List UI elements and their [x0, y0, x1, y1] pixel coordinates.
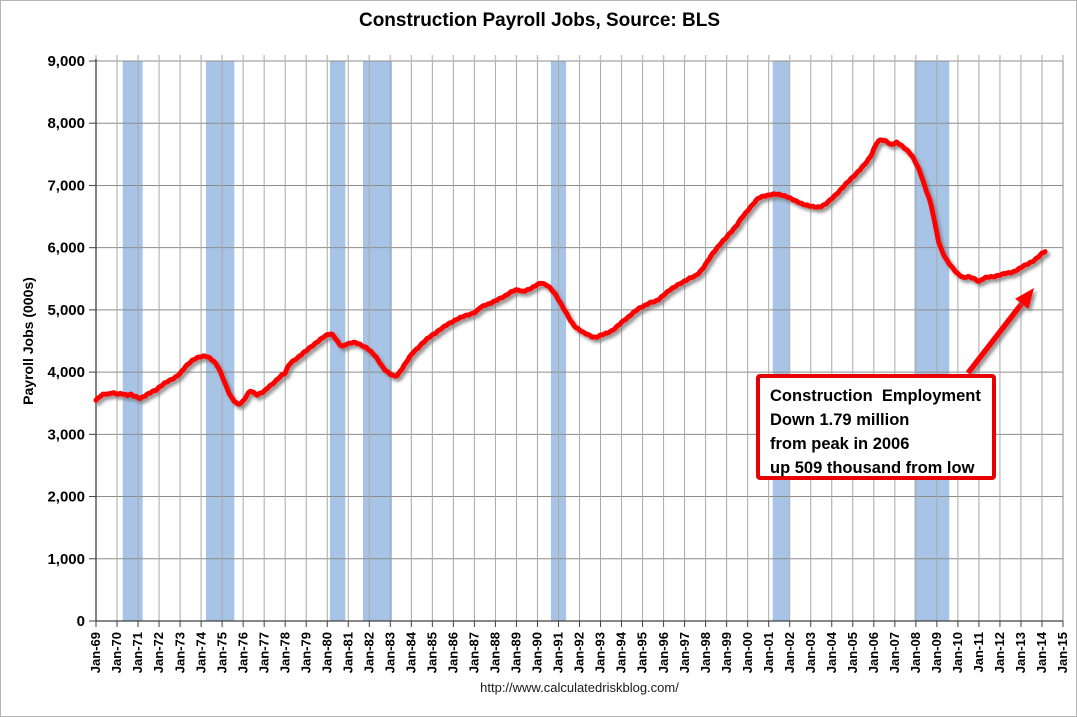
- recession-band: [772, 61, 790, 621]
- x-tick-label: Jan-07: [887, 632, 902, 673]
- annotation-box: Construction Employment Down 1.79 millio…: [756, 374, 996, 480]
- annotation-arrow-head: [1015, 288, 1034, 310]
- recession-band: [205, 61, 235, 621]
- x-tick-label: Jan-94: [614, 631, 629, 673]
- x-tick-label: Jan-14: [1034, 631, 1049, 673]
- x-tick-label: Jan-15: [1055, 632, 1070, 673]
- x-tick-label: Jan-77: [256, 632, 271, 673]
- annotation-line-1: Construction Employment: [770, 387, 981, 405]
- x-tick-label: Jan-74: [193, 631, 208, 673]
- x-tick-label: Jan-00: [740, 632, 755, 673]
- x-tick-label: Jan-05: [845, 632, 860, 673]
- x-tick-label: Jan-95: [635, 632, 650, 673]
- x-tick-label: Jan-71: [130, 632, 145, 673]
- recession-band: [914, 61, 950, 621]
- x-tick-label: Jan-82: [361, 632, 376, 673]
- x-tick-label: Jan-88: [488, 632, 503, 673]
- x-tick-label: Jan-80: [319, 632, 334, 673]
- y-tick-label: 3,000: [47, 426, 85, 443]
- x-tick-label: Jan-78: [277, 632, 292, 673]
- x-tick-label: Jan-76: [235, 632, 250, 673]
- x-tick-label: Jan-06: [866, 632, 881, 673]
- recession-band: [122, 61, 143, 621]
- x-tick-label: Jan-70: [109, 632, 124, 673]
- x-tick-label: Jan-84: [403, 631, 418, 673]
- data-line: [93, 137, 1048, 407]
- x-tick-label: Jan-99: [719, 632, 734, 673]
- x-tick-label: Jan-87: [467, 632, 482, 673]
- x-tick-label: Jan-08: [908, 632, 923, 673]
- x-tick-label: Jan-98: [698, 632, 713, 673]
- x-tick-label: Jan-97: [677, 632, 692, 673]
- y-tick-label: 0: [77, 613, 85, 630]
- x-tick-label: Jan-72: [151, 632, 166, 673]
- x-tick-label: Jan-13: [1013, 632, 1028, 673]
- x-tick-label: Jan-11: [971, 632, 986, 672]
- x-tick-label: Jan-12: [992, 632, 1007, 673]
- x-tick-label: Jan-73: [172, 632, 187, 673]
- y-tick-label: 4,000: [47, 364, 85, 381]
- chart-title: Construction Payroll Jobs, Source: BLS: [358, 10, 721, 31]
- footer-url: http://www.calculatedriskblog.com/: [480, 680, 679, 695]
- x-tick-label: Jan-89: [509, 632, 524, 673]
- y-tick-label: 2,000: [47, 489, 85, 506]
- x-tick-label: Jan-79: [298, 632, 313, 673]
- x-tick-label: Jan-04: [824, 631, 839, 673]
- x-tick-label: Jan-86: [446, 632, 461, 673]
- x-tick-label: Jan-96: [656, 632, 671, 673]
- x-tick-label: Jan-85: [425, 632, 440, 673]
- y-tick-label: 7,000: [47, 177, 85, 194]
- x-tick-label: Jan-09: [929, 632, 944, 673]
- y-tick-label: 9,000: [47, 53, 85, 70]
- x-tick-label: Jan-02: [782, 632, 797, 673]
- x-tick-label: Jan-75: [214, 632, 229, 673]
- x-tick-label: Jan-93: [593, 632, 608, 673]
- annotation-line-2: Down 1.79 million: [770, 411, 910, 429]
- y-tick-label: 8,000: [47, 115, 85, 132]
- x-tick-label: Jan-69: [88, 632, 103, 673]
- y-axis-title: Payroll Jobs (000s): [20, 277, 36, 405]
- annotation-line-4: up 509 thousand from low: [770, 459, 975, 477]
- x-tick-label: Jan-92: [572, 632, 587, 673]
- y-tick-label: 5,000: [47, 302, 85, 319]
- x-tick-label: Jan-10: [950, 632, 965, 673]
- y-tick-label: 6,000: [47, 240, 85, 257]
- recession-band: [362, 61, 392, 621]
- x-tick-label: Jan-83: [382, 632, 397, 673]
- y-tick-label: 1,000: [47, 551, 85, 568]
- annotation-arrow-shaft: [965, 300, 1026, 375]
- x-tick-label: Jan-90: [530, 632, 545, 673]
- x-tick-label: Jan-81: [340, 632, 355, 673]
- x-tick-label: Jan-91: [551, 632, 566, 673]
- annotation-line-3: from peak in 2006: [770, 435, 910, 453]
- x-tick-label: Jan-03: [803, 632, 818, 673]
- x-tick-label: Jan-01: [761, 632, 776, 673]
